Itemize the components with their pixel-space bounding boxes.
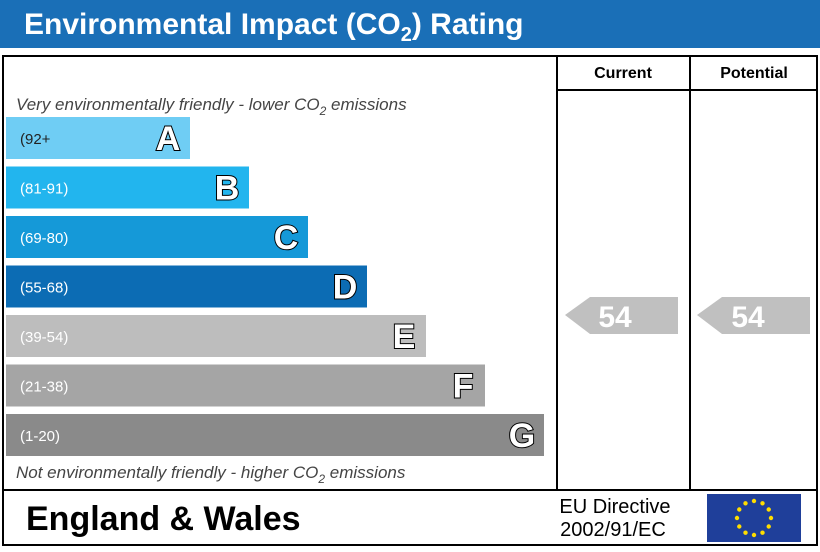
band-letter: C — [274, 219, 299, 257]
band-bar — [6, 265, 367, 308]
bottom-note: Not environmentally friendly - higher CO… — [16, 463, 406, 486]
title: Environmental Impact (CO2) Rating — [24, 8, 524, 46]
eu-star — [760, 530, 765, 535]
band-letter: G — [509, 417, 535, 455]
note-part: Very environmentally friendly - lower CO — [16, 95, 320, 114]
eu-star — [751, 498, 757, 504]
eu-star — [766, 507, 771, 512]
band-letter: E — [393, 318, 416, 356]
note-sub: 2 — [319, 104, 327, 118]
band-bar — [6, 315, 426, 357]
band-range: (92+ — [20, 131, 51, 148]
eu-star — [737, 524, 742, 529]
band-range: (21-38) — [20, 379, 68, 396]
eu-star — [737, 507, 742, 512]
band-range: (1-20) — [20, 428, 60, 445]
top-note: Very environmentally friendly - lower CO… — [16, 95, 407, 118]
band-range: (39-54) — [20, 329, 68, 346]
band-letter: D — [333, 269, 358, 307]
band-range: (81-91) — [20, 181, 68, 198]
note-part: emissions — [326, 95, 407, 114]
band-letter: F — [453, 368, 474, 406]
note-sub: 2 — [317, 472, 325, 486]
note-part: Not environmentally friendly - higher CO — [16, 463, 318, 482]
title-sub: 2 — [401, 24, 412, 46]
title-bar — [0, 0, 820, 48]
band-letter: A — [156, 120, 181, 158]
current-arrow — [565, 297, 678, 334]
band-range: (69-80) — [20, 230, 68, 247]
band-bar — [6, 414, 544, 456]
band-bar — [6, 117, 190, 159]
bands: (92+ A (81-91) B (69-80) C (55-68) D (39-54) E (21… — [6, 117, 544, 456]
directive: 2002/91/EC — [560, 519, 666, 541]
potential-arrow — [697, 297, 810, 334]
column-header: Current — [594, 65, 652, 82]
eu-star — [760, 501, 765, 506]
directive: EU Directive — [559, 496, 670, 518]
note-part: emissions — [325, 463, 406, 482]
potential-rating: 54 — [731, 301, 765, 334]
region: England & Wales — [26, 500, 301, 538]
band-bar — [6, 166, 249, 209]
eu-star — [743, 501, 748, 506]
eu-star — [766, 524, 771, 529]
band-range: (55-68) — [20, 280, 68, 297]
band-bar — [6, 364, 485, 407]
title-part: ) Rating — [412, 8, 524, 41]
band-bar — [6, 216, 308, 258]
eu-star — [768, 515, 774, 521]
eu-star — [743, 530, 748, 535]
eu-star — [734, 515, 740, 521]
current-rating: 54 — [598, 301, 632, 334]
eu-star — [751, 532, 757, 538]
frame — [2, 55, 818, 546]
title-part: Environmental Impact (CO — [24, 8, 401, 41]
eu-stars — [734, 498, 774, 538]
band-letter: B — [215, 170, 240, 208]
column-header: Potential — [720, 65, 788, 82]
